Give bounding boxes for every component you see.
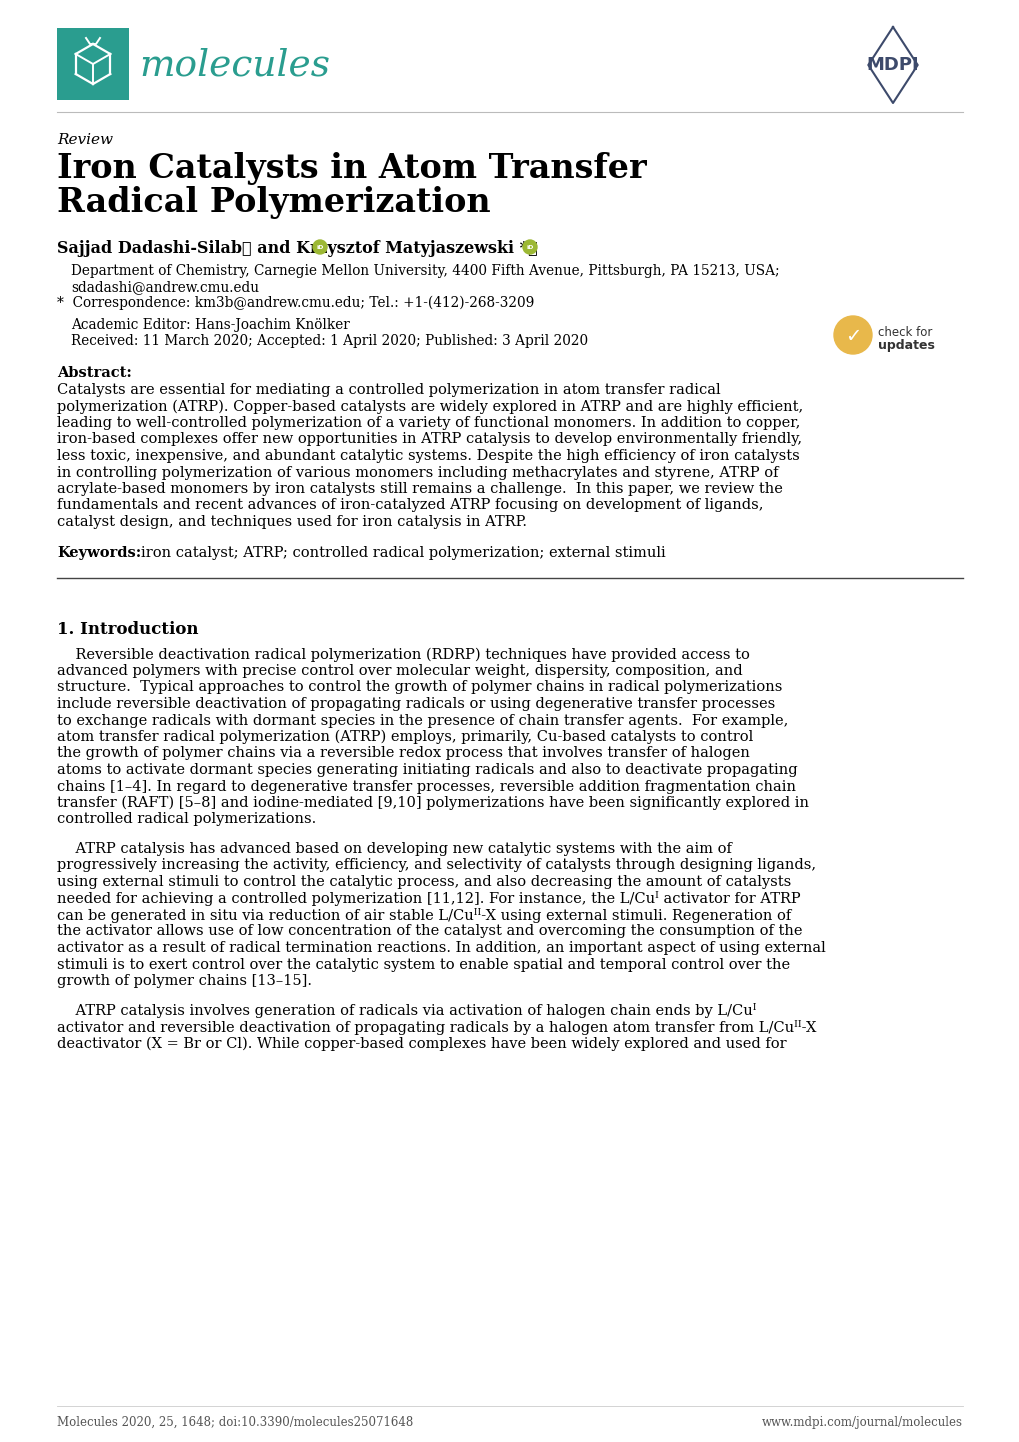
Text: atoms to activate dormant species generating initiating radicals and also to dea: atoms to activate dormant species genera… [57, 763, 797, 777]
Text: acrylate-based monomers by iron catalysts still remains a challenge.  In this pa: acrylate-based monomers by iron catalyst… [57, 482, 783, 496]
Text: *  Correspondence: km3b@andrew.cmu.edu; Tel.: +1-(412)-268-3209: * Correspondence: km3b@andrew.cmu.edu; T… [57, 296, 534, 310]
Text: include reversible deactivation of propagating radicals or using degenerative tr: include reversible deactivation of propa… [57, 696, 774, 711]
Circle shape [313, 239, 327, 254]
Text: fundamentals and recent advances of iron-catalyzed ATRP focusing on development : fundamentals and recent advances of iron… [57, 499, 763, 512]
Text: in controlling polymerization of various monomers including methacrylates and st: in controlling polymerization of various… [57, 466, 777, 480]
Text: structure.  Typical approaches to control the growth of polymer chains in radica: structure. Typical approaches to control… [57, 681, 782, 695]
Text: Reversible deactivation radical polymerization (RDRP) techniques have provided a: Reversible deactivation radical polymeri… [57, 647, 749, 662]
Text: molecules: molecules [139, 48, 330, 84]
Text: activator and reversible deactivation of propagating radicals by a halogen atom : activator and reversible deactivation of… [57, 1019, 815, 1035]
Text: Iron Catalysts in Atom Transfer: Iron Catalysts in Atom Transfer [57, 151, 646, 185]
Text: can be generated in situ via reduction of air stable L/Cuᴵᴵ-X using external sti: can be generated in situ via reduction o… [57, 908, 791, 923]
Text: deactivator (X = Br or Cl). While copper-based complexes have been widely explor: deactivator (X = Br or Cl). While copper… [57, 1037, 786, 1051]
Text: ATRP catalysis has advanced based on developing new catalytic systems with the a: ATRP catalysis has advanced based on dev… [57, 842, 732, 857]
Circle shape [523, 239, 536, 254]
Text: the activator allows use of low concentration of the catalyst and overcoming the: the activator allows use of low concentr… [57, 924, 802, 939]
Text: iD: iD [316, 245, 323, 249]
Text: Keywords:: Keywords: [57, 545, 141, 559]
Text: using external stimuli to control the catalytic process, and also decreasing the: using external stimuli to control the ca… [57, 875, 791, 890]
Text: Molecules 2020, 25, 1648; doi:10.3390/molecules25071648: Molecules 2020, 25, 1648; doi:10.3390/mo… [57, 1416, 413, 1429]
Text: updates: updates [877, 339, 934, 352]
Text: advanced polymers with precise control over molecular weight, dispersity, compos: advanced polymers with precise control o… [57, 663, 742, 678]
Text: ATRP catalysis involves generation of radicals via activation of halogen chain e: ATRP catalysis involves generation of ra… [57, 1004, 756, 1018]
Text: iD: iD [526, 245, 533, 249]
Text: Department of Chemistry, Carnegie Mellon University, 4400 Fifth Avenue, Pittsbur: Department of Chemistry, Carnegie Mellon… [71, 264, 779, 278]
Text: check for: check for [877, 326, 931, 339]
Text: Received: 11 March 2020; Accepted: 1 April 2020; Published: 3 April 2020: Received: 11 March 2020; Accepted: 1 Apr… [71, 335, 588, 348]
Text: Sajjad Dadashi-Silabⓘ and Krzysztof Matyjaszewski *ⓘ: Sajjad Dadashi-Silabⓘ and Krzysztof Maty… [57, 239, 537, 257]
Text: iron-based complexes offer new opportunities in ATRP catalysis to develop enviro: iron-based complexes offer new opportuni… [57, 433, 801, 447]
Text: chains [1–4]. In regard to degenerative transfer processes, reversible addition : chains [1–4]. In regard to degenerative … [57, 780, 795, 793]
Text: catalyst design, and techniques used for iron catalysis in ATRP.: catalyst design, and techniques used for… [57, 515, 527, 529]
Text: Review: Review [57, 133, 113, 147]
Text: growth of polymer chains [13–15].: growth of polymer chains [13–15]. [57, 973, 312, 988]
Text: needed for achieving a controlled polymerization [11,12]. For instance, the L/Cu: needed for achieving a controlled polyme… [57, 891, 800, 907]
Text: controlled radical polymerizations.: controlled radical polymerizations. [57, 812, 316, 826]
Text: stimuli is to exert control over the catalytic system to enable spatial and temp: stimuli is to exert control over the cat… [57, 957, 790, 972]
Text: Academic Editor: Hans-Joachim Knölker: Academic Editor: Hans-Joachim Knölker [71, 319, 350, 332]
Text: ✓: ✓ [844, 327, 860, 346]
Text: iron catalyst; ATRP; controlled radical polymerization; external stimuli: iron catalyst; ATRP; controlled radical … [141, 545, 665, 559]
Circle shape [834, 316, 871, 353]
Text: Radical Polymerization: Radical Polymerization [57, 186, 490, 219]
Text: MDPI: MDPI [866, 56, 918, 74]
Text: Abstract:: Abstract: [57, 366, 131, 381]
FancyBboxPatch shape [57, 27, 128, 99]
Text: sdadashi@andrew.cmu.edu: sdadashi@andrew.cmu.edu [71, 280, 259, 294]
Text: the growth of polymer chains via a reversible redox process that involves transf: the growth of polymer chains via a rever… [57, 747, 749, 760]
Text: activator as a result of radical termination reactions. In addition, an importan: activator as a result of radical termina… [57, 942, 825, 955]
Text: transfer (RAFT) [5–8] and iodine-mediated [9,10] polymerizations have been signi: transfer (RAFT) [5–8] and iodine-mediate… [57, 796, 808, 810]
Text: polymerization (ATRP). Copper-based catalysts are widely explored in ATRP and ar: polymerization (ATRP). Copper-based cata… [57, 399, 803, 414]
Text: Catalysts are essential for mediating a controlled polymerization in atom transf: Catalysts are essential for mediating a … [57, 384, 719, 397]
Text: to exchange radicals with dormant species in the presence of chain transfer agen: to exchange radicals with dormant specie… [57, 714, 788, 728]
Text: atom transfer radical polymerization (ATRP) employs, primarily, Cu-based catalys: atom transfer radical polymerization (AT… [57, 730, 752, 744]
Text: progressively increasing the activity, efficiency, and selectivity of catalysts : progressively increasing the activity, e… [57, 858, 815, 872]
Text: 1. Introduction: 1. Introduction [57, 622, 199, 639]
Text: leading to well-controlled polymerization of a variety of functional monomers. I: leading to well-controlled polymerizatio… [57, 415, 800, 430]
Text: less toxic, inexpensive, and abundant catalytic systems. Despite the high effici: less toxic, inexpensive, and abundant ca… [57, 448, 799, 463]
Text: www.mdpi.com/journal/molecules: www.mdpi.com/journal/molecules [761, 1416, 962, 1429]
